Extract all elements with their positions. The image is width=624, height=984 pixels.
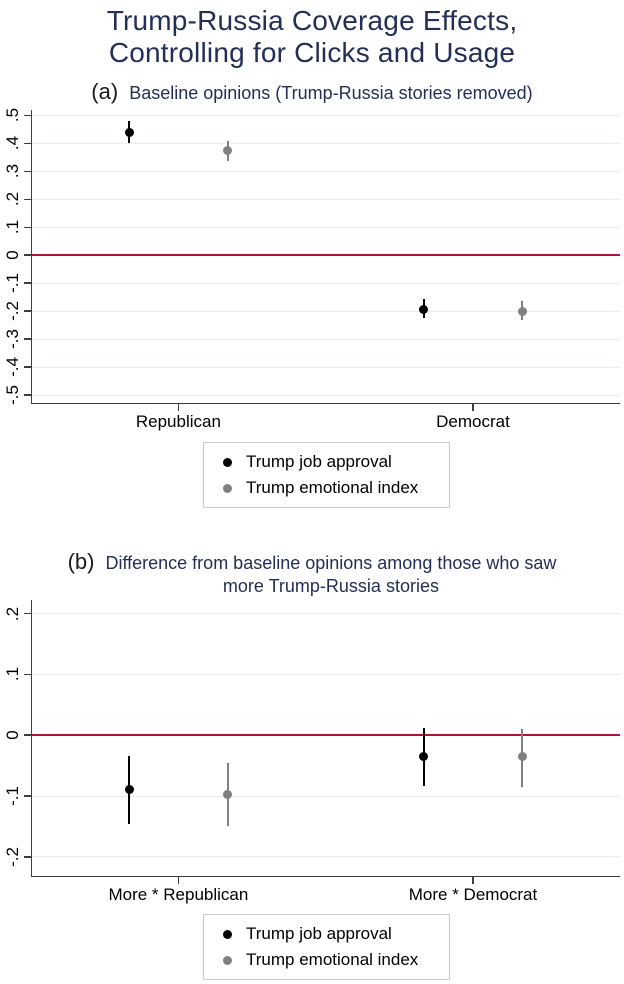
panel-b-header: (b) Difference from baseline opinions am… — [0, 549, 624, 598]
y-tick-mark — [24, 142, 32, 145]
y-tick-label: -.2 — [3, 846, 22, 867]
panel-b-subtitle: Difference from baseline opinions among … — [105, 552, 556, 598]
y-tick-label: -.1 — [3, 273, 22, 294]
point-marker — [517, 752, 527, 761]
gridline — [32, 613, 620, 615]
y-tick-label: 0 — [3, 250, 22, 260]
gridline — [32, 114, 620, 116]
legend-item-job-approval: Trump job approval — [223, 924, 449, 944]
gridline — [32, 673, 620, 675]
legend-item-job-approval: Trump job approval — [223, 452, 449, 472]
y-tick-label: .1 — [3, 667, 22, 682]
figure-title: Trump-Russia Coverage Effects, Controlli… — [0, 5, 624, 70]
gridline — [32, 856, 620, 858]
legend-label-job-approval: Trump job approval — [246, 924, 392, 943]
gridline — [32, 310, 620, 312]
panel-a-subtitle: Baseline opinions (Trump-Russia stories … — [129, 83, 533, 103]
gridline — [32, 338, 620, 340]
y-tick-mark — [24, 114, 32, 117]
y-tick-label: .4 — [3, 136, 22, 151]
panel-a-plot: .5 .4 .3 .2 .1 0 -.1 -.2 -.3 -.4 -.5 Republican Demo… — [3, 108, 620, 431]
y-tick-label: .2 — [3, 192, 22, 207]
gridline — [32, 226, 620, 228]
y-tick-label: .5 — [3, 108, 22, 123]
point-marker — [419, 752, 429, 761]
zero-reference-line — [32, 254, 620, 257]
y-tick-mark — [24, 612, 32, 615]
x-category-label: More * Republican — [108, 885, 249, 904]
y-tick-mark — [24, 795, 32, 797]
point-marker — [223, 145, 233, 155]
panel-b-tag: (b) — [67, 549, 95, 574]
panel-b-legend: Trump job approval Trump emotional index — [203, 914, 450, 980]
y-tick-label: .2 — [3, 606, 22, 621]
y-tick-label: -.1 — [3, 786, 22, 806]
emotional-index-dot-icon — [223, 955, 232, 965]
y-tick-mark — [24, 734, 32, 736]
gridline — [32, 198, 620, 200]
point-marker — [223, 789, 233, 799]
figure-title-line1: Trump-Russia Coverage Effects, — [106, 5, 518, 36]
y-tick-mark — [24, 170, 32, 173]
y-tick-mark — [24, 310, 32, 312]
panel-a-tag: (a) — [91, 79, 119, 104]
y-tick-mark — [24, 366, 32, 368]
x-category-label: Republican — [135, 412, 221, 431]
y-tick-mark — [24, 394, 32, 396]
y-tick-label: .3 — [3, 164, 22, 179]
x-tick-mark — [177, 403, 180, 411]
y-tick-label: .1 — [3, 220, 22, 235]
panel-b-subtitle-line1: Difference from baseline opinions among … — [105, 553, 557, 573]
y-tick-label: 0 — [3, 730, 22, 740]
y-tick-label: -.4 — [3, 357, 22, 378]
y-tick-mark — [24, 226, 32, 228]
point-marker — [517, 306, 527, 316]
y-tick-mark — [24, 282, 32, 284]
gridline — [32, 282, 620, 284]
x-category-label: More * Democrat — [408, 885, 538, 904]
gridline — [32, 142, 620, 144]
x-tick-mark — [177, 876, 180, 884]
legend-label-emotional-index: Trump emotional index — [246, 950, 419, 969]
x-tick-mark — [472, 403, 474, 411]
y-tick-mark — [24, 338, 32, 340]
gridline — [32, 795, 620, 797]
zero-reference-line — [32, 734, 620, 737]
y-tick-mark — [24, 198, 32, 201]
legend-item-emotional-index: Trump emotional index — [223, 950, 449, 970]
panel-a-legend: Trump job approval Trump emotional index — [203, 442, 450, 508]
point-marker — [124, 784, 134, 794]
gridline — [32, 170, 620, 172]
figure-title-line2: Controlling for Clicks and Usage — [108, 37, 516, 69]
y-tick-label: -.2 — [3, 301, 22, 322]
legend-item-emotional-index: Trump emotional index — [223, 478, 449, 498]
y-tick-mark — [24, 856, 32, 858]
y-tick-mark — [24, 254, 32, 256]
gridline — [32, 394, 620, 396]
x-category-label: Democrat — [436, 412, 510, 431]
job-approval-dot-icon — [223, 457, 232, 467]
point-marker — [124, 127, 134, 137]
job-approval-dot-icon — [223, 929, 232, 939]
y-tick-mark — [24, 673, 32, 676]
panel-b-plot: .2 .1 0 -.1 -.2 More * Republican More * Democ… — [3, 600, 620, 904]
panel-a-header: (a) Baseline opinions (Trump-Russia stor… — [0, 79, 624, 105]
point-marker — [419, 305, 429, 315]
y-tick-label: -.5 — [3, 385, 22, 406]
panel-b-subtitle-line2: more Trump-Russia stories — [222, 576, 439, 597]
gridline — [32, 366, 620, 368]
x-tick-mark — [472, 876, 474, 884]
emotional-index-dot-icon — [223, 483, 232, 493]
legend-label-job-approval: Trump job approval — [246, 452, 392, 471]
y-tick-label: -.3 — [3, 329, 22, 350]
legend-label-emotional-index: Trump emotional index — [246, 478, 419, 497]
